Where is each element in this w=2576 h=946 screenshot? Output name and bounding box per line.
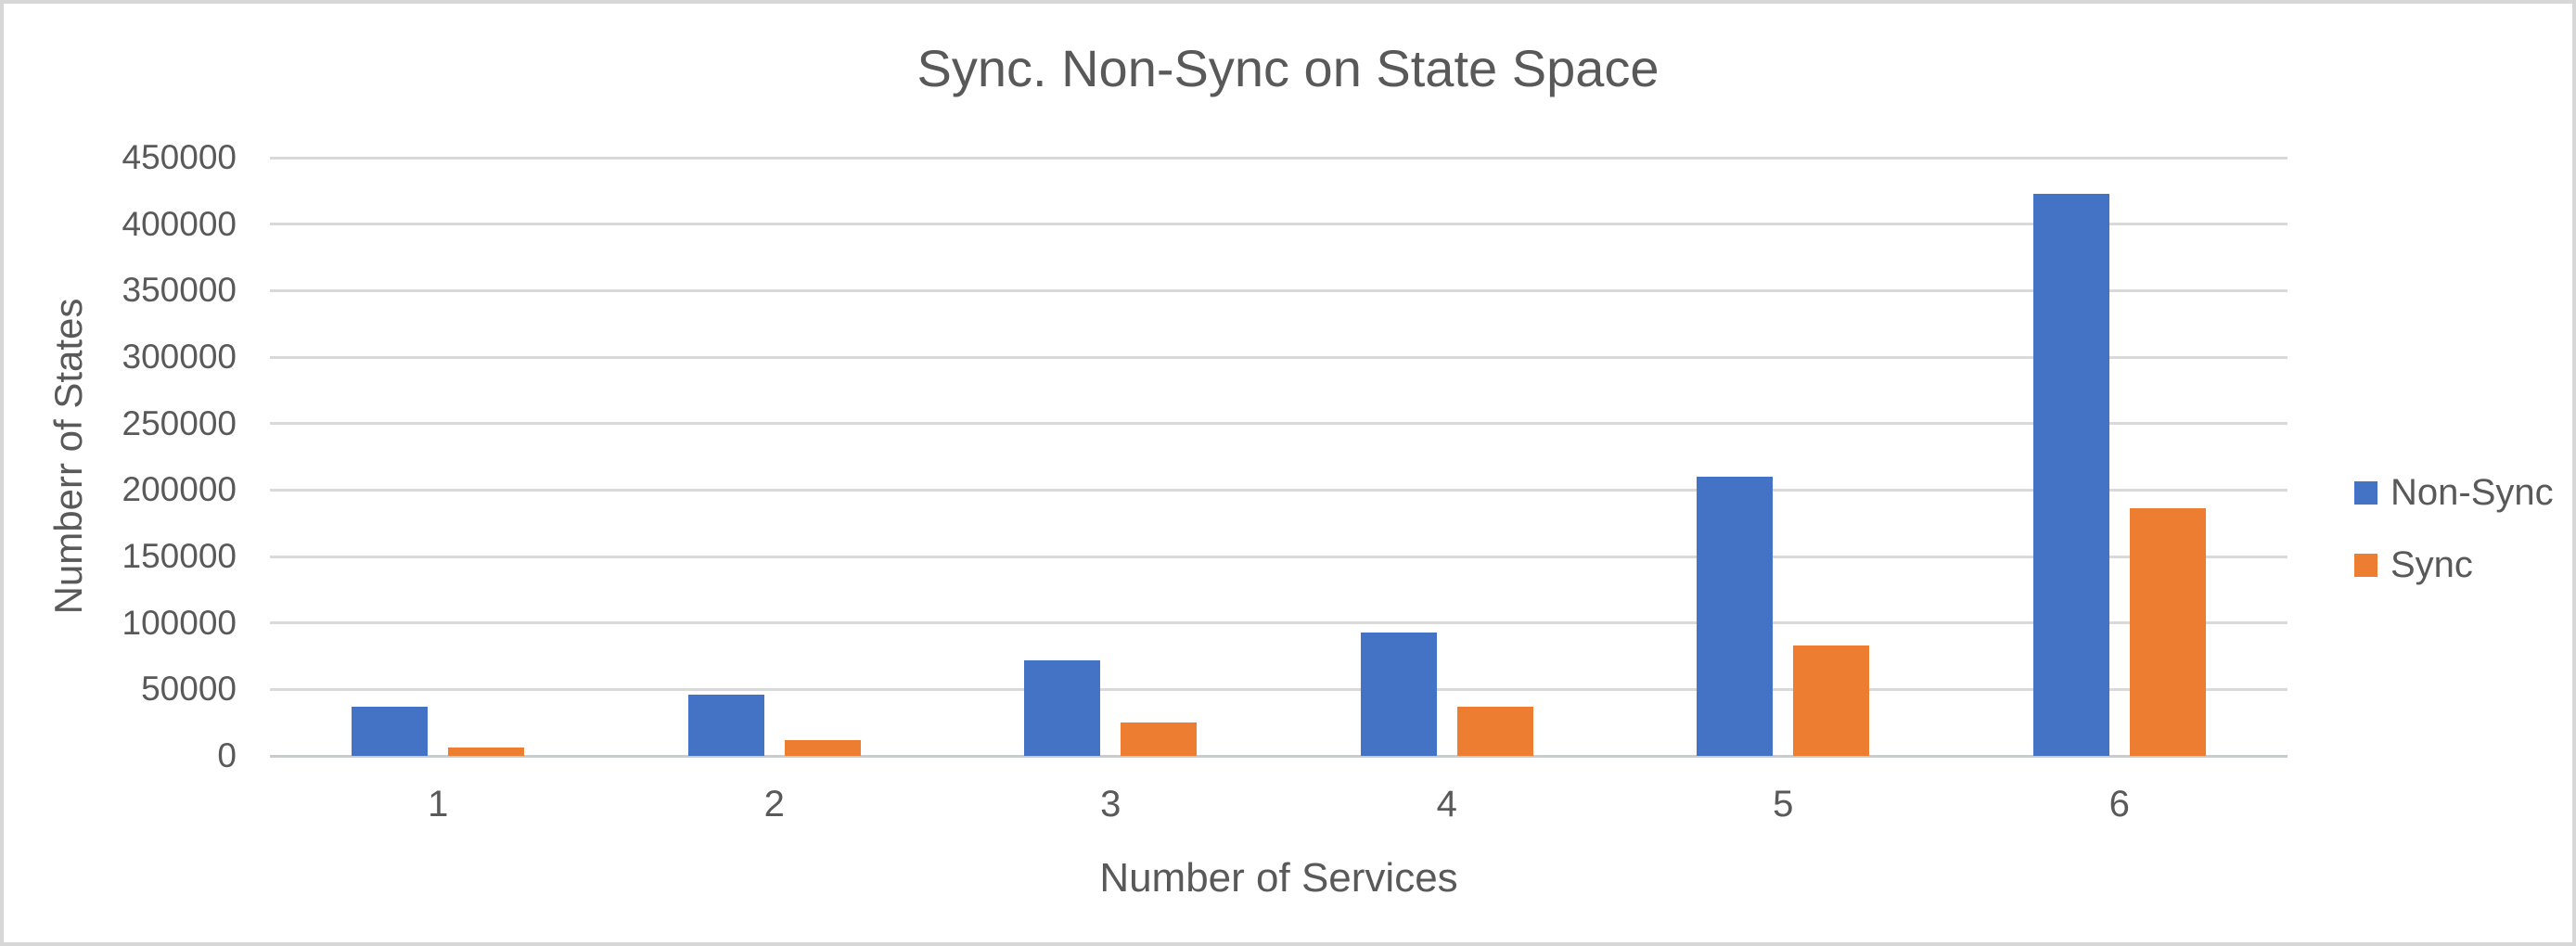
x-category-label: 3 (1100, 784, 1121, 825)
y-tick-label: 50000 (141, 670, 237, 709)
bar-sync-5 (1793, 646, 1870, 756)
y-tick-label: 450000 (122, 138, 237, 176)
gridline (270, 621, 2288, 625)
legend-item-sync: Sync (2354, 544, 2473, 585)
gridline (270, 488, 2288, 492)
plot-area (270, 156, 2288, 758)
y-tick-label: 300000 (122, 338, 237, 376)
gridline (270, 422, 2288, 426)
bar-sync-3 (1121, 722, 1198, 756)
x-category-label: 4 (1436, 784, 1457, 825)
bar-non-sync-4 (1360, 632, 1437, 756)
bar-sync-1 (448, 748, 525, 756)
x-category-label: 6 (2108, 784, 2130, 825)
y-tick-label: 0 (217, 736, 237, 774)
legend-swatch-icon (2354, 480, 2377, 505)
legend-swatch-icon (2354, 553, 2377, 577)
bar-non-sync-5 (1697, 477, 1774, 756)
x-category-label: 5 (1773, 784, 1794, 825)
x-axis-line (270, 754, 2288, 758)
x-axis-title: Number of Services (1099, 855, 1458, 901)
gridline (270, 288, 2288, 292)
gridline (270, 687, 2288, 691)
legend-item-non-sync: Non-Sync (2354, 472, 2554, 513)
gridline (270, 355, 2288, 359)
bar-non-sync-1 (352, 707, 429, 756)
x-category-label: 1 (428, 784, 449, 825)
y-tick-label: 200000 (122, 470, 237, 509)
bar-sync-6 (2129, 508, 2206, 756)
gridline (270, 156, 2288, 160)
x-category-label: 2 (763, 784, 785, 825)
y-tick-label: 350000 (122, 271, 237, 310)
bar-non-sync-3 (1024, 659, 1101, 756)
y-tick-label: 100000 (122, 603, 237, 642)
gridline (270, 223, 2288, 226)
bar-sync-2 (784, 739, 861, 756)
chart-title: Sync. Non-Sync on State Space (916, 39, 1660, 97)
legend-label: Non-Sync (2390, 471, 2554, 513)
y-tick-label: 400000 (122, 204, 237, 243)
bar-sync-4 (1456, 707, 1533, 756)
y-tick-label: 250000 (122, 403, 237, 442)
legend-label: Sync (2390, 543, 2473, 585)
y-tick-label: 150000 (122, 537, 237, 575)
gridline (270, 555, 2288, 558)
bar-non-sync-6 (2032, 193, 2109, 756)
bar-non-sync-2 (687, 695, 764, 756)
